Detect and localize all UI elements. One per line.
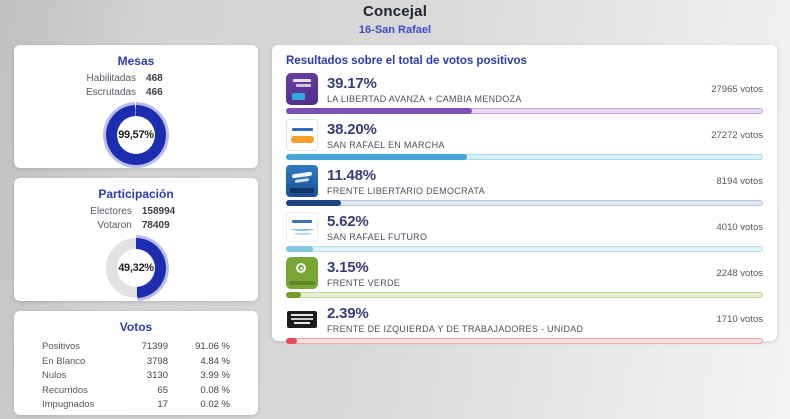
party-bar-fill <box>286 200 341 206</box>
district-link[interactable]: 16-San Rafael <box>358 24 432 36</box>
party-bar-fill <box>286 246 313 252</box>
party-bar-fill <box>286 292 301 298</box>
frente-libertario-democrata-logo <box>286 165 318 197</box>
party-votes: 27272 votos <box>711 129 763 141</box>
frente-verde-logo <box>286 257 318 289</box>
stat-value: 158994 <box>141 206 176 217</box>
party-row: 11.48% FRENTE LIBERTARIO DEMOCRATA 8194 … <box>286 165 763 206</box>
results-panel: Resultados sobre el total de votos posit… <box>272 45 777 344</box>
party-votes: 27965 votos <box>711 83 763 95</box>
votos-row-value: 3130 <box>146 370 168 381</box>
votos-row-pct: 4.84 % <box>200 355 230 367</box>
votos-row-pct: 0.08 % <box>200 384 230 396</box>
stat-value: 466 <box>146 87 163 98</box>
mesas-stats: Habilitadas 468 Escrutadas 466 <box>14 73 258 98</box>
party-votes: 1710 votos <box>716 313 763 325</box>
mesas-percent: 99,57% <box>118 129 154 141</box>
party-votes: 2248 votos <box>716 267 763 279</box>
participacion-title: Participación <box>98 187 174 201</box>
frente-de-izquierda-logo <box>287 310 317 328</box>
party-name: SAN RAFAEL FUTURO <box>327 231 428 242</box>
party-percent: 3.15% <box>327 258 369 276</box>
mesas-donut-ring: 99,57% <box>106 105 166 165</box>
party-row: 38.20% SAN RAFAEL EN MARCHA 27272 votos <box>286 119 763 160</box>
party-name: SAN RAFAEL EN MARCHA <box>327 139 445 150</box>
votos-row-pct: 91.06 % <box>195 341 230 352</box>
party-bar-fill <box>286 338 298 344</box>
stat-label: Votaron <box>97 220 132 231</box>
votos-row-value: 17 <box>157 399 168 410</box>
votos-table: Positivos 71399 91.06 % En Blanco 3798 4.84 %… <box>14 341 258 410</box>
participacion-donut-chart: 49,32% <box>103 235 169 301</box>
stat-label: Escrutadas <box>85 87 137 98</box>
party-votes: 4010 votos <box>716 221 763 233</box>
votos-row-value: 65 <box>157 384 168 396</box>
participacion-card: Participación Electores 158994 Votaron 7… <box>14 178 258 301</box>
party-votes: 8194 votos <box>716 175 763 187</box>
la-libertad-avanza-cambia-mendoza-logo <box>286 73 318 105</box>
participacion-donut-ring: 49,32% <box>106 238 166 298</box>
party-row: 3.15% FRENTE VERDE 2248 votos <box>286 257 763 298</box>
party-bar-track <box>286 108 763 114</box>
party-bar-track <box>286 200 763 206</box>
party-percent: 38.20% <box>327 120 377 138</box>
stat-value: 78409 <box>141 220 170 231</box>
party-name: LA LIBERTAD AVANZA + CAMBIA MENDOZA <box>327 93 522 104</box>
party-name: FRENTE DE IZQUIERDA Y DE TRABAJADORES - … <box>327 323 584 334</box>
stat-label: Electores <box>90 206 132 217</box>
votos-row-label: Positivos <box>42 341 81 352</box>
participacion-percent: 49,32% <box>118 262 154 274</box>
mesas-donut-chart: 99,57% <box>103 102 169 168</box>
party-row: 2.39% FRENTE DE IZQUIERDA Y DE TRABAJADO… <box>286 303 763 344</box>
party-percent: 2.39% <box>327 304 369 322</box>
party-row: 39.17% LA LIBERTAD AVANZA + CAMBIA MENDO… <box>286 73 763 114</box>
votos-row-label: Nulos <box>42 370 67 381</box>
page-title: Concejal <box>362 3 428 20</box>
votos-row-pct: 3.99 % <box>200 370 230 381</box>
votos-row-value: 3798 <box>146 355 168 367</box>
party-row: 5.62% SAN RAFAEL FUTURO 4010 votos <box>286 211 763 252</box>
votos-title: Votos <box>119 320 153 334</box>
san-rafael-en-marcha-logo <box>286 119 318 151</box>
mesas-title: Mesas <box>117 54 155 68</box>
party-percent: 5.62% <box>327 212 369 230</box>
party-bar-track <box>286 154 763 160</box>
votos-row-label: Recurridos <box>42 384 88 396</box>
party-bar-track <box>286 292 763 298</box>
party-name: FRENTE VERDE <box>327 277 401 288</box>
participacion-stats: Electores 158994 Votaron 78409 <box>14 206 258 231</box>
votos-row-pct: 0.02 % <box>200 399 230 410</box>
mesas-card: Mesas Habilitadas 468 Escrutadas 466 99,… <box>14 45 258 168</box>
votos-row-label: En Blanco <box>42 355 86 367</box>
stat-value: 468 <box>146 73 163 84</box>
votos-row-label: Impugnados <box>42 399 95 410</box>
party-bar-track <box>286 338 763 344</box>
votos-card: Votos Positivos 71399 91.06 % En Blanco 3798… <box>14 311 258 415</box>
page-header: Concejal 16-San Rafael <box>0 3 790 36</box>
votos-row-value: 71399 <box>141 341 168 352</box>
results-title: Resultados sobre el total de votos posit… <box>286 55 527 67</box>
party-bar-fill <box>286 108 473 114</box>
party-name: FRENTE LIBERTARIO DEMOCRATA <box>327 185 485 196</box>
stat-label: Habilitadas <box>86 73 137 84</box>
party-percent: 11.48% <box>327 166 376 184</box>
party-bar-fill <box>286 154 468 160</box>
party-percent: 39.17% <box>327 74 377 92</box>
party-bar-track <box>286 246 763 252</box>
san-rafael-futuro-logo <box>286 212 318 242</box>
